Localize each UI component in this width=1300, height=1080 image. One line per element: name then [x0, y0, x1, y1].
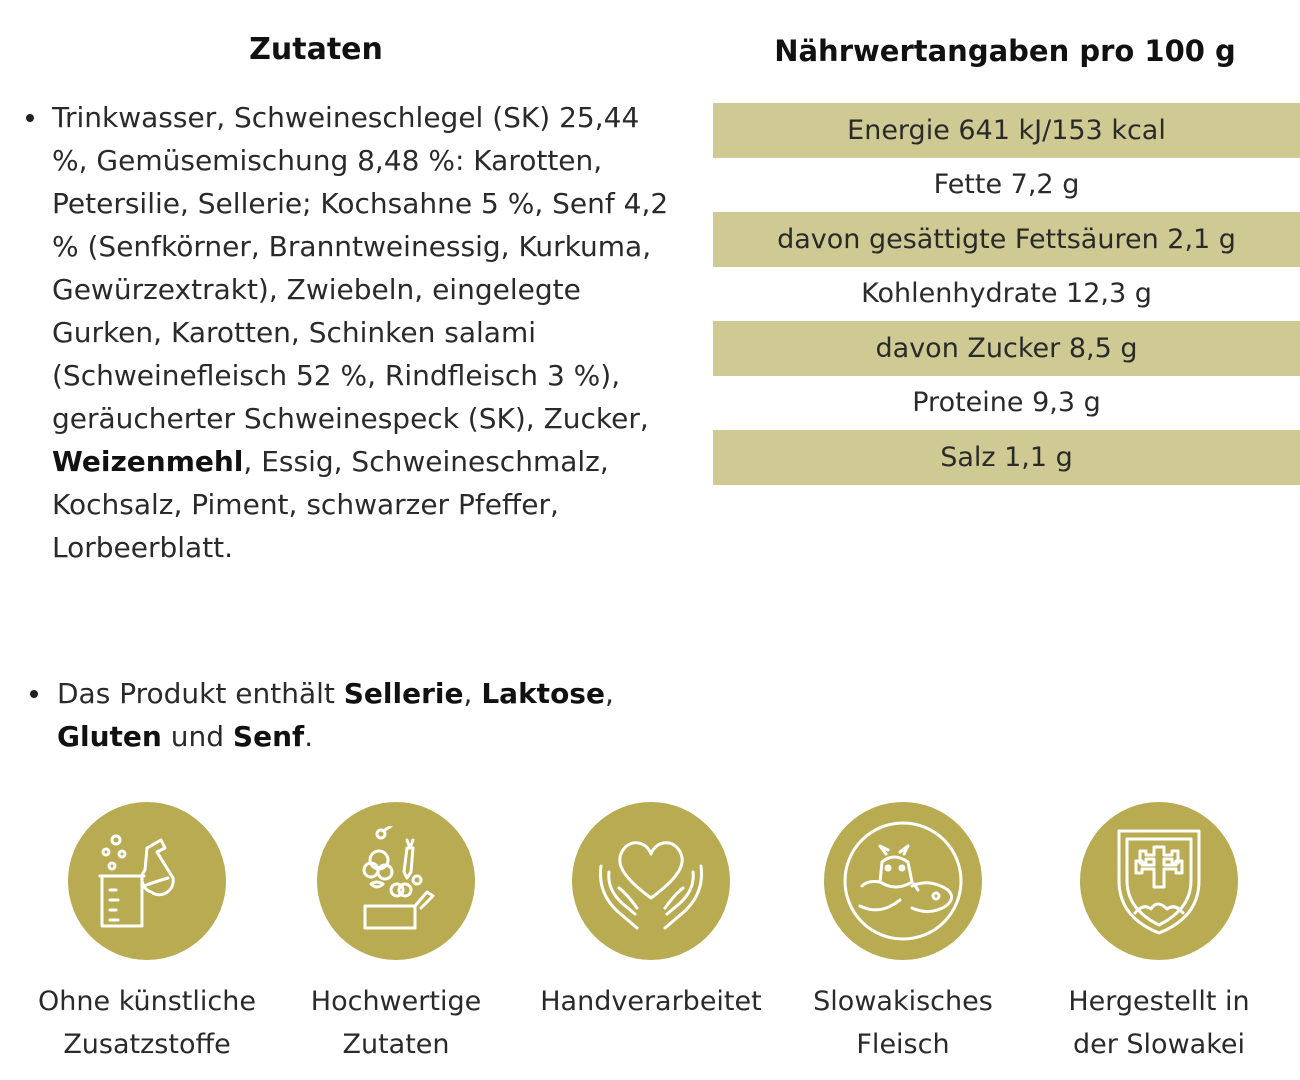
- allergen-gluten: Gluten: [57, 720, 162, 753]
- badge-slovak-meat: Slowakisches Fleisch: [743, 802, 1063, 1066]
- nutrition-heading: Nährwertangaben pro 100 g: [774, 34, 1236, 68]
- ingredients-allergen-wheat: Weizenmehl: [52, 445, 244, 478]
- badge-label-line1: Handverarbeitet: [540, 986, 762, 1017]
- nutrition-row-saturated-fat: davon gesättigte Fettsäuren 2,1 g: [713, 212, 1300, 267]
- badge-quality-ingredients: Hochwertige Zutaten: [236, 802, 556, 1066]
- ingredients-list: Trinkwasser, Schweineschlegel (SK) 25,44…: [22, 96, 672, 569]
- badge-label-line2: Zutaten: [342, 1029, 450, 1060]
- badge-label-line1: Hergestellt in: [1068, 986, 1250, 1017]
- nutrition-table: Energie 641 kJ/153 kcal Fette 7,2 g davo…: [713, 103, 1300, 485]
- allergens-item: Das Produkt enthält Sellerie, Laktose, G…: [22, 672, 672, 758]
- allergen-lactose: Laktose: [481, 677, 605, 710]
- slovak-coat-of-arms-icon: [1080, 802, 1238, 960]
- badge-label: Handverarbeitet: [491, 980, 811, 1023]
- badge-made-in-slovakia: Hergestellt in der Slowakei: [999, 802, 1300, 1066]
- badge-label-line1: Slowakisches: [813, 986, 993, 1017]
- badge-handmade: Handverarbeitet: [491, 802, 811, 1023]
- ingredients-text-before: Trinkwasser, Schweineschlegel (SK) 25,44…: [52, 101, 669, 435]
- allergens-prefix: Das Produkt enthält: [57, 677, 344, 710]
- allergen-celery: Sellerie: [343, 677, 464, 710]
- lab-flask-beaker-icon: [68, 802, 226, 960]
- allergens-suffix: .: [304, 720, 314, 753]
- nutrition-row-fat: Fette 7,2 g: [933, 169, 1080, 201]
- badge-label-line2: Zusatzstoffe: [63, 1029, 231, 1060]
- allergens-separator: ,: [604, 677, 614, 710]
- allergens-list: Das Produkt enthält Sellerie, Laktose, G…: [22, 672, 672, 758]
- badge-label-line1: Ohne künstliche: [38, 986, 256, 1017]
- heart-hands-icon: [572, 802, 730, 960]
- allergens-separator: ,: [463, 677, 482, 710]
- vegetables-box-icon: [317, 802, 475, 960]
- nutrition-row-sugar: davon Zucker 8,5 g: [713, 321, 1300, 376]
- badge-label: Hergestellt in der Slowakei: [999, 980, 1300, 1066]
- nutrition-row-carbohydrates: Kohlenhydrate 12,3 g: [861, 278, 1152, 310]
- ingredients-item: Trinkwasser, Schweineschlegel (SK) 25,44…: [22, 96, 672, 569]
- nutrition-row-salt: Salz 1,1 g: [713, 430, 1300, 485]
- cow-pig-icon: [824, 802, 982, 960]
- badge-label-line2: der Slowakei: [1072, 1029, 1245, 1060]
- ingredients-text-after: , Essig, Schweineschmalz, Kochsalz, Pime…: [52, 445, 609, 564]
- badge-label-line1: Hochwertige: [310, 986, 482, 1017]
- badge-label: Hochwertige Zutaten: [236, 980, 556, 1066]
- badge-label: Slowakisches Fleisch: [743, 980, 1063, 1066]
- badge-label-line2: Fleisch: [856, 1029, 950, 1060]
- badge-label: Ohne künstliche Zusatzstoffe: [0, 980, 307, 1066]
- allergen-mustard: Senf: [232, 720, 305, 753]
- nutrition-row-energy: Energie 641 kJ/153 kcal: [713, 103, 1300, 158]
- nutrition-row-protein: Proteine 9,3 g: [912, 387, 1101, 419]
- allergens-separator: und: [161, 720, 233, 753]
- ingredients-heading: Zutaten: [249, 32, 383, 67]
- badge-no-additives: Ohne künstliche Zusatzstoffe: [0, 802, 307, 1066]
